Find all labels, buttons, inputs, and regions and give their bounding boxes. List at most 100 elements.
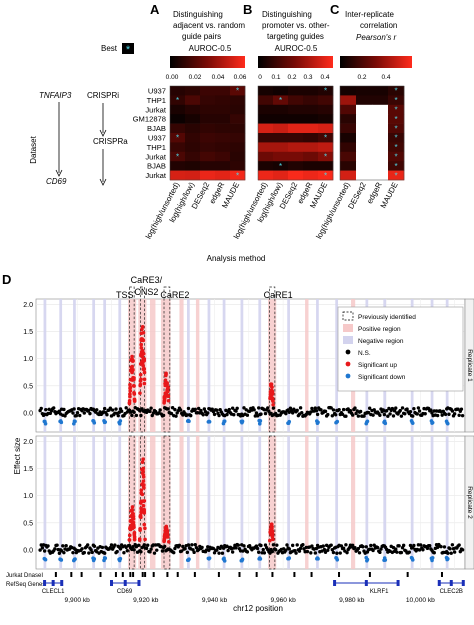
ns-point — [254, 411, 259, 415]
ns-point — [113, 543, 117, 547]
ns-point — [190, 543, 194, 547]
sig-down-point — [43, 557, 48, 562]
panel-a-tick: 0.04 — [212, 74, 225, 81]
ns-point — [242, 406, 246, 410]
ns-point — [71, 550, 75, 555]
sig-down-point — [222, 419, 227, 424]
panel-c-tick: 0.2 — [357, 74, 366, 81]
ns-point — [335, 551, 339, 555]
ns-point — [275, 543, 279, 547]
sig-up-point — [141, 457, 145, 462]
dnase-peak — [152, 572, 155, 577]
heatmap-cell — [340, 86, 357, 96]
sig-up-point — [127, 538, 132, 542]
facet-label: Replicate 2 — [466, 486, 473, 519]
y-tick-label: 2.0 — [23, 439, 33, 446]
ns-point — [432, 551, 436, 555]
ns-point — [273, 548, 278, 552]
ns-point — [38, 548, 42, 552]
sig-up-point — [164, 526, 169, 531]
ns-point — [369, 543, 373, 548]
element-label: CaRE1 — [264, 290, 293, 300]
ns-point — [257, 406, 261, 410]
sig-down-point — [59, 420, 64, 425]
ns-point — [148, 550, 152, 554]
sig-up-point — [139, 342, 144, 347]
panel-b-tick: 0.3 — [303, 74, 312, 81]
heatmap-cell — [372, 151, 389, 162]
sig-up-point — [138, 372, 143, 377]
ns-point — [173, 546, 177, 551]
dataset-row-label: U937 — [148, 87, 166, 96]
x-tick-label: 9,900 kb — [65, 597, 91, 604]
heatmap-cell — [318, 86, 334, 96]
ns-point — [139, 550, 143, 554]
heatmap-cell — [170, 161, 186, 171]
previously-identified-box — [129, 435, 135, 570]
ns-point — [378, 550, 382, 555]
ns-point — [403, 412, 407, 416]
ns-point — [174, 414, 178, 418]
ns-point — [62, 407, 66, 412]
heatmap-cell — [303, 133, 319, 143]
sig-up-point — [128, 527, 133, 532]
heatmap-cell — [303, 104, 319, 115]
heatmap-cell — [372, 142, 389, 153]
ns-point — [100, 545, 105, 550]
heatmap-cell — [185, 151, 201, 162]
heatmap-cell — [340, 133, 357, 143]
ns-point — [450, 409, 455, 413]
sig-up-point — [132, 391, 136, 395]
heatmap-cell — [185, 170, 201, 181]
method-axis-label: Analysis method — [207, 254, 266, 263]
heatmap-cell — [372, 114, 389, 124]
sig-up-point — [270, 396, 275, 401]
heatmap-cell — [258, 142, 274, 153]
sig-up-point — [132, 537, 137, 542]
ns-point — [337, 407, 341, 412]
ns-point — [124, 406, 128, 410]
panel-c-tick: 0.4 — [381, 74, 390, 81]
previously-identified-box — [163, 435, 171, 570]
ns-point — [201, 413, 205, 417]
sig-down-point — [59, 558, 64, 562]
ns-point — [125, 549, 130, 553]
ns-point — [326, 548, 330, 552]
ns-point — [160, 549, 165, 553]
dnase-peak — [99, 572, 102, 577]
heatmap-cell — [372, 133, 389, 143]
negative-region — [103, 299, 107, 432]
y-tick-label: 1.0 — [23, 356, 33, 363]
dnase-peak — [121, 572, 124, 577]
ns-point — [95, 408, 99, 412]
ns-point — [148, 409, 152, 414]
sig-up-point — [142, 381, 147, 386]
heatmap-cell — [230, 151, 246, 162]
sig-down-point — [118, 419, 123, 423]
ns-point — [351, 413, 355, 417]
ns-point — [57, 551, 62, 555]
ns-point — [108, 406, 113, 410]
positive-region — [127, 436, 137, 569]
negative-region — [43, 436, 47, 569]
ns-point — [446, 551, 450, 555]
ns-point — [230, 406, 235, 410]
ns-point — [371, 548, 375, 553]
sig-up-point — [269, 382, 273, 386]
heatmap-cell — [356, 86, 373, 96]
ns-point — [130, 413, 134, 418]
ns-point — [206, 411, 210, 415]
sig-up-point — [137, 538, 142, 543]
sig-down-point — [103, 556, 108, 561]
previously-identified-box — [129, 286, 135, 433]
heatmap-cell — [318, 123, 334, 134]
best-star-icon: * — [394, 162, 397, 171]
negative-region — [222, 436, 226, 569]
dataset-row-label: Jurkat — [145, 152, 167, 161]
refseq-track-label: RefSeq Genes — [6, 582, 45, 588]
ns-point — [119, 409, 124, 413]
ns-point — [149, 406, 153, 410]
ns-point — [439, 544, 443, 549]
ns-point — [315, 412, 320, 417]
ns-point — [211, 409, 216, 414]
